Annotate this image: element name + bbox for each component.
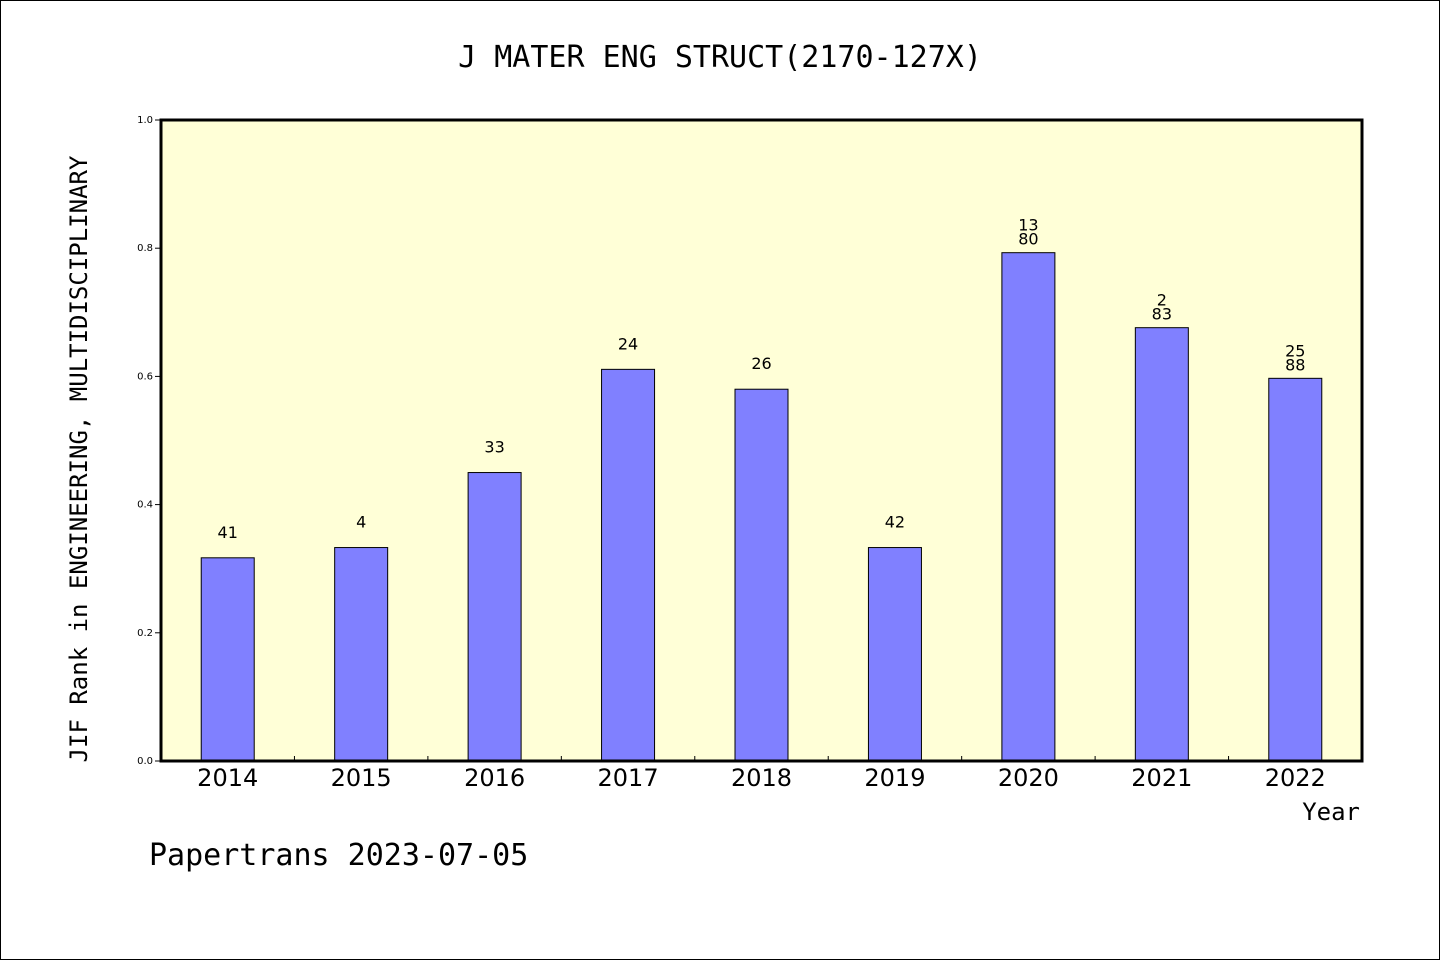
- y-axis-title: JIF Rank in ENGINEERING, MULTIDISCIPLINA…: [65, 155, 93, 762]
- y-tick-label-4: 0.8: [137, 243, 153, 254]
- x-tick-label-2019: 2019: [864, 764, 925, 792]
- footer-text: Papertrans 2023-07-05: [149, 838, 528, 873]
- bar-label-2018-0: 26: [751, 354, 771, 373]
- bar-label-2021-0: 2: [1157, 291, 1167, 310]
- bar-2019: [867, 547, 922, 762]
- bar-label-2020-0: 13: [1018, 216, 1038, 235]
- y-tick-label-1: 0.2: [137, 628, 153, 639]
- bar-label-2020-1: 80: [1018, 230, 1038, 249]
- bar-2020: [1001, 252, 1056, 762]
- bar-label-2021-1: 83: [1152, 305, 1172, 324]
- x-tick-label-2017: 2017: [598, 764, 659, 792]
- x-tick-label-2021: 2021: [1131, 764, 1192, 792]
- x-tick-label-2016: 2016: [464, 764, 525, 792]
- x-tick-label-2020: 2020: [998, 764, 1059, 792]
- bar-2015: [334, 547, 389, 762]
- x-axis-ticks: 2014 2015 2016 2017 2018 2019 2020 2021 2022: [197, 756, 1326, 792]
- bar-2018: [734, 388, 789, 762]
- bar-label-2017-0: 24: [618, 334, 638, 353]
- bar-2022: [1268, 377, 1323, 762]
- y-tick-label-0: 0.0: [137, 756, 153, 767]
- bar-2014: [200, 557, 255, 762]
- y-tick-label-3: 0.6: [137, 371, 153, 382]
- y-tick-label-2: 0.4: [137, 500, 153, 511]
- bar-label-2022-1: 88: [1285, 355, 1305, 374]
- x-tick-label-2018: 2018: [731, 764, 792, 792]
- bar-label-2016-0: 33: [484, 438, 504, 457]
- bar-2016: [467, 472, 522, 762]
- x-axis-title: Year: [1302, 798, 1360, 826]
- x-tick-label-2022: 2022: [1265, 764, 1326, 792]
- bar-2021: [1134, 327, 1189, 762]
- bars-layer: [200, 252, 1323, 762]
- plot-frame: [159, 118, 1364, 763]
- bar-label-2014-0: 41: [218, 523, 238, 542]
- x-tick-label-2015: 2015: [331, 764, 392, 792]
- bar-label-2019-0: 42: [885, 513, 905, 532]
- bar-label-2015-0: 4: [356, 513, 366, 532]
- chart-title: J MATER ENG STRUCT(2170-127X): [458, 40, 982, 75]
- bar-label-2022-0: 25: [1285, 341, 1305, 360]
- bar-2017: [601, 368, 656, 762]
- x-tick-label-2014: 2014: [197, 764, 258, 792]
- y-axis-ticks: 0.0 0.2 0.4 0.6 0.8 1.0: [137, 115, 161, 767]
- y-tick-label-5: 1.0: [137, 115, 153, 126]
